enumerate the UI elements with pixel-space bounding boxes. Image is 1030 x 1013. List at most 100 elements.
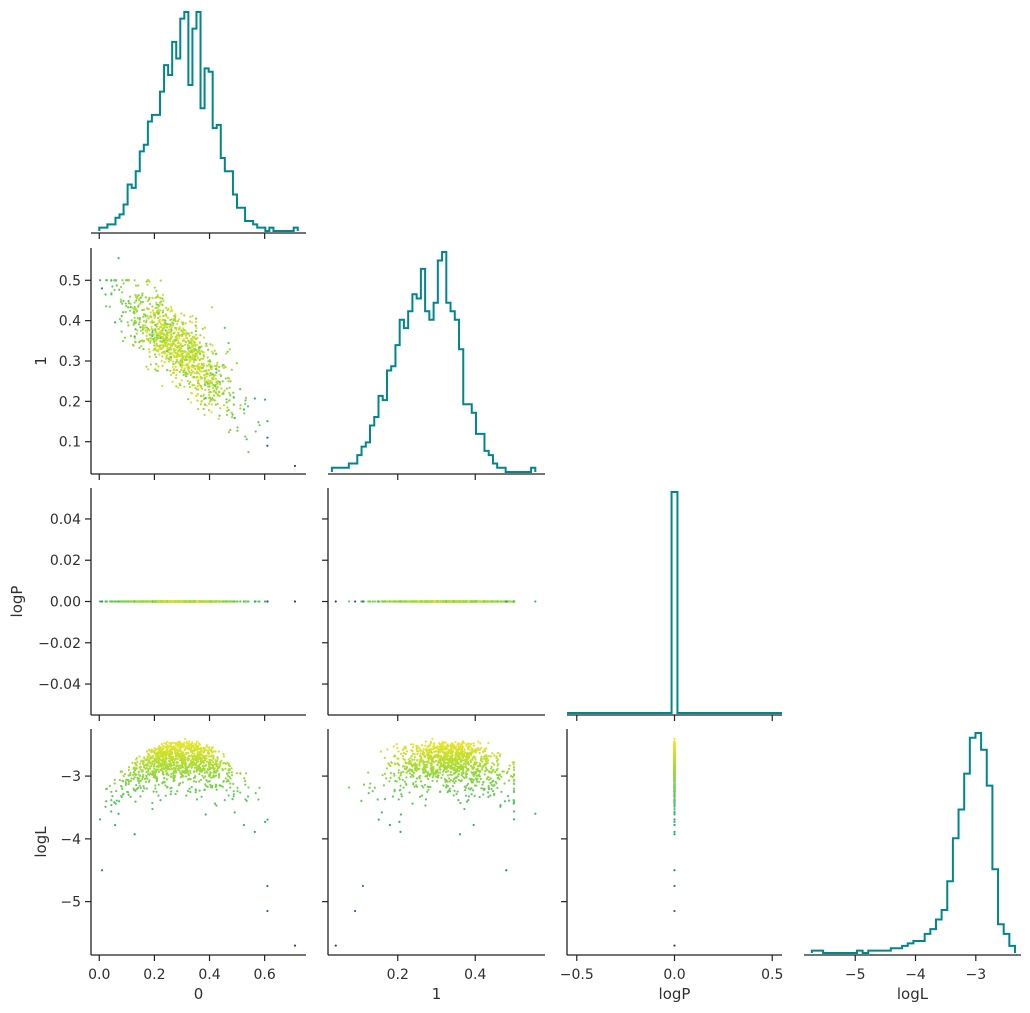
scatter-point (210, 755, 213, 758)
scatter-point (194, 330, 198, 333)
scatter-point (189, 356, 192, 359)
scatter-point (186, 372, 189, 375)
scatter-point (155, 303, 158, 306)
scatter-point (155, 334, 158, 337)
scatter-point (137, 323, 141, 326)
scatter-point (187, 369, 190, 373)
scatter-point (188, 740, 191, 743)
scatter-point (118, 317, 121, 321)
scatter-point (200, 357, 203, 360)
scatter-point (145, 750, 149, 753)
scatter-point (488, 778, 491, 781)
scatter-point (141, 600, 145, 603)
scatter-point (175, 600, 179, 603)
scatter-point (145, 326, 148, 329)
scatter-point (195, 740, 199, 743)
scatter-point (149, 339, 152, 342)
scatter-point (439, 600, 442, 603)
scatter-point (213, 399, 216, 402)
scatter-point (230, 771, 233, 774)
scatter-point (219, 762, 222, 765)
scatter-point (169, 775, 173, 778)
scatter-point (140, 760, 143, 763)
scatter-point (154, 368, 157, 371)
scatter-point (100, 600, 104, 603)
scatter-point (196, 399, 199, 402)
scatter-point (210, 411, 213, 414)
scatter-point (211, 751, 214, 754)
scatter-point (373, 786, 376, 789)
scatter-point (191, 321, 194, 324)
scatter-point (183, 350, 186, 353)
scatter-point (148, 779, 151, 782)
scatter-point (188, 358, 191, 362)
scatter-point (179, 600, 182, 603)
scatter-point (159, 799, 162, 802)
scatter-point (159, 600, 163, 603)
scatter-point (221, 785, 224, 788)
scatter-point (169, 310, 172, 313)
scatter-point (152, 760, 155, 763)
scatter-point (181, 323, 184, 326)
scatter-point (171, 760, 175, 764)
scatter-point (215, 363, 219, 366)
scatter-point (155, 306, 158, 309)
scatter-point (423, 783, 427, 787)
scatter-point (180, 368, 183, 372)
scatter-point (244, 402, 247, 406)
scatter-point (134, 295, 137, 298)
scatter-point (219, 407, 222, 410)
scatter-point (138, 755, 141, 758)
scatter-point (149, 750, 152, 754)
y-tick-label: −5 (60, 895, 81, 911)
scatter-point (157, 600, 160, 603)
scatter-point (218, 414, 221, 417)
scatter-point (166, 746, 170, 750)
scatter-point (512, 763, 515, 766)
scatter-point (157, 369, 160, 372)
scatter-point (160, 340, 163, 343)
scatter-point (230, 767, 233, 770)
scatter-point (147, 761, 150, 764)
scatter-point (166, 339, 169, 342)
scatter-point (172, 746, 175, 749)
scatter-point (166, 768, 169, 771)
scatter-point (164, 755, 168, 758)
scatter-point (141, 324, 145, 327)
scatter-point (133, 301, 136, 304)
scatter-point (227, 399, 230, 402)
scatter-point (266, 909, 269, 913)
scatter-point (205, 744, 208, 747)
scatter-point (228, 348, 231, 351)
scatter-point (172, 317, 176, 321)
scatter-point (181, 352, 184, 355)
scatter-point (148, 600, 151, 603)
y-axis-label-1: 1 (32, 356, 50, 366)
scatter-point (175, 761, 178, 765)
scatter-point (105, 279, 108, 282)
scatter-point (175, 351, 178, 354)
scatter-point (191, 351, 194, 354)
scatter-point (151, 773, 154, 776)
scatter-point (199, 778, 203, 782)
scatter-point (167, 360, 171, 363)
scatter-point (400, 793, 403, 796)
scatter-point (209, 371, 212, 375)
scatter-point (165, 322, 168, 326)
scatter-point (388, 780, 391, 783)
scatter-point (193, 766, 197, 770)
scatter-point (165, 326, 169, 329)
scatter-point (431, 600, 434, 603)
scatter-point (168, 331, 171, 334)
scatter-point (161, 293, 165, 296)
scatter-point (98, 279, 102, 282)
scatter-point (236, 426, 239, 429)
scatter-point (210, 380, 213, 383)
scatter-point (142, 315, 145, 318)
scatter-point (401, 754, 405, 758)
scatter-point (347, 600, 351, 603)
scatter-point (149, 772, 152, 775)
scatter-point (127, 600, 130, 603)
scatter-point (371, 600, 374, 603)
